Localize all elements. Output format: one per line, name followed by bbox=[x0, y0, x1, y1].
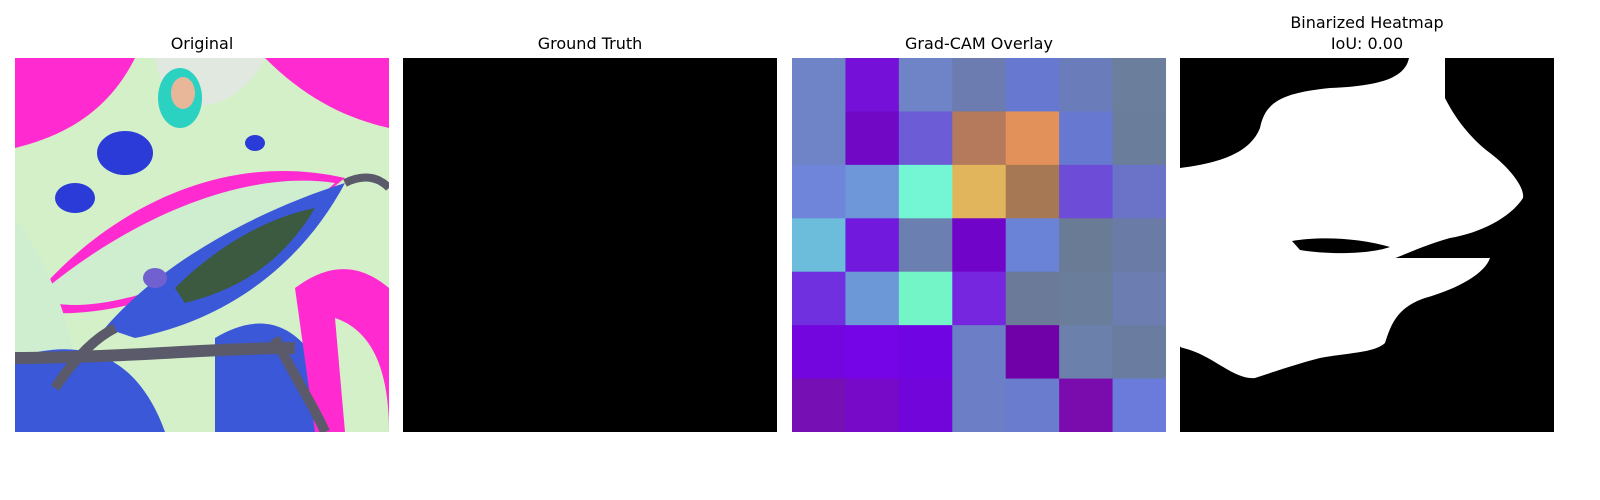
gradcam-cell bbox=[845, 378, 900, 432]
gradcam-cell bbox=[952, 218, 1007, 273]
gradcam-cell bbox=[792, 378, 846, 432]
gradcam-cell bbox=[1112, 218, 1166, 273]
gradcam-cell bbox=[1005, 378, 1060, 432]
gradcam-cell bbox=[898, 378, 953, 432]
gradcam-cell bbox=[1112, 164, 1166, 219]
gradcam-cell bbox=[952, 111, 1007, 166]
gradcam-cell bbox=[1112, 111, 1166, 166]
gradcam-cell bbox=[1112, 378, 1166, 432]
gradcam-cell bbox=[1112, 58, 1166, 112]
ground-truth-mask bbox=[403, 58, 777, 432]
gradcam-cell bbox=[1059, 325, 1114, 380]
gradcam-overlay-grid bbox=[792, 58, 1166, 432]
gradcam-cell bbox=[1112, 325, 1166, 380]
gradcam-cell bbox=[845, 164, 900, 219]
gradcam-cell bbox=[1059, 111, 1114, 166]
gradcam-cell bbox=[898, 218, 953, 273]
gradcam-cell bbox=[792, 325, 846, 380]
gradcam-cell bbox=[1059, 218, 1114, 273]
gradcam-cell bbox=[792, 164, 846, 219]
original-title: Original bbox=[170, 34, 234, 53]
gradcam-cell bbox=[792, 271, 846, 326]
gradcam-cell bbox=[1005, 325, 1060, 380]
gradcam-cell bbox=[792, 111, 846, 166]
ground-truth-title: Ground Truth bbox=[537, 34, 643, 53]
gradcam-cell bbox=[1059, 378, 1114, 432]
gradcam-cell bbox=[1059, 58, 1114, 112]
gradcam-cell bbox=[1005, 218, 1060, 273]
gradcam-cell bbox=[952, 164, 1007, 219]
gradcam-cell bbox=[952, 58, 1007, 112]
gradcam-cell bbox=[898, 164, 953, 219]
gradcam-cell bbox=[1005, 111, 1060, 166]
gradcam-overlay-title: Grad-CAM Overlay bbox=[905, 34, 1053, 53]
gradcam-cell bbox=[1112, 271, 1166, 326]
gradcam-cell bbox=[845, 58, 900, 112]
binarized-heatmap-title: Binarized Heatmap IoU: 0.00 bbox=[1290, 13, 1444, 53]
gradcam-cell bbox=[792, 58, 846, 112]
binarized-heatmap bbox=[1180, 58, 1554, 432]
gradcam-cell bbox=[952, 378, 1007, 432]
gradcam-cell bbox=[792, 218, 846, 273]
gradcam-cell bbox=[1005, 271, 1060, 326]
gradcam-cell bbox=[898, 271, 953, 326]
gradcam-cell bbox=[1005, 58, 1060, 112]
gradcam-cell bbox=[845, 111, 900, 166]
gradcam-cell bbox=[952, 325, 1007, 380]
gradcam-cell bbox=[1059, 164, 1114, 219]
gradcam-cell bbox=[898, 325, 953, 380]
gradcam-cell bbox=[845, 325, 900, 380]
gradcam-cell bbox=[1059, 271, 1114, 326]
gradcam-cell bbox=[1005, 164, 1060, 219]
gradcam-cell bbox=[952, 271, 1007, 326]
gradcam-cell bbox=[845, 271, 900, 326]
gradcam-cell bbox=[845, 218, 900, 273]
original-image bbox=[15, 58, 389, 432]
gradcam-cell bbox=[898, 111, 953, 166]
gradcam-cell bbox=[898, 58, 953, 112]
